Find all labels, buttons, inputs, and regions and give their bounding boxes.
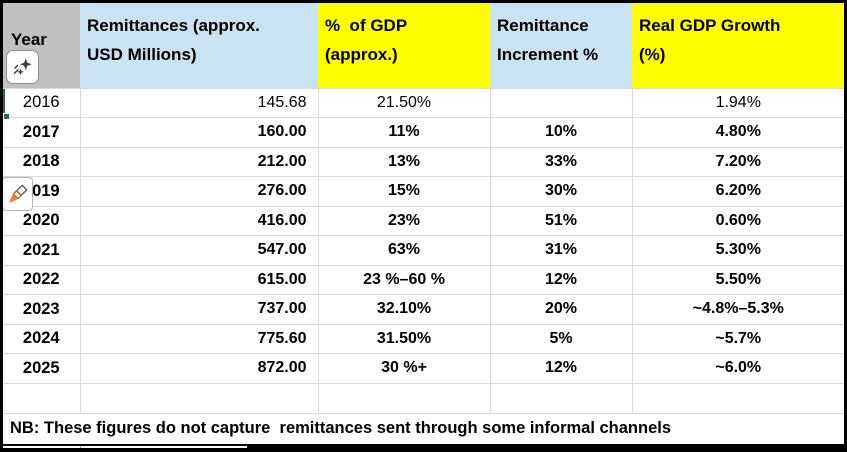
cell-gdp-pct[interactable]: 11% xyxy=(318,117,491,148)
cell-gdp-pct[interactable]: 23 %–60 % xyxy=(318,265,491,295)
header-label: Year xyxy=(11,30,47,49)
table-row: 2025 872.00 30 %+ 12% ~6.0% xyxy=(3,353,844,384)
header-line: (%) xyxy=(639,45,666,64)
cell-year[interactable]: 2020 xyxy=(3,206,81,236)
sparkles-icon xyxy=(12,56,34,78)
cell-gdp-growth[interactable]: ~5.7% xyxy=(632,324,844,354)
cell-gdp-growth[interactable]: 5.30% xyxy=(632,235,844,266)
table-row: 2023 737.00 32.10% 20% ~4.8%–5.3% xyxy=(3,294,844,325)
cell-year[interactable]: 2025 xyxy=(3,353,81,384)
table-row: 2022 615.00 23 %–60 % 12% 5.50% xyxy=(3,265,844,295)
cell-increment[interactable]: 31% xyxy=(490,235,633,266)
header-line: % of GDP xyxy=(325,16,408,35)
cell-remittances[interactable]: 775.60 xyxy=(80,324,319,354)
empty-cell[interactable] xyxy=(80,383,319,414)
column-header-increment[interactable]: Remittance Increment % xyxy=(490,3,632,89)
cell-gdp-pct[interactable]: 15% xyxy=(318,176,491,207)
format-painter-button[interactable] xyxy=(3,177,33,211)
empty-cell[interactable] xyxy=(3,383,81,414)
table-row: 2016 145.68 21.50% 1.94% xyxy=(3,88,844,118)
empty-row xyxy=(3,383,844,414)
active-cell-indicator xyxy=(3,89,5,114)
cell-increment[interactable]: 10% xyxy=(490,117,633,148)
cell-remittances[interactable]: 737.00 xyxy=(80,294,319,325)
cell-year[interactable]: 2017 xyxy=(3,117,81,148)
cell-gdp-pct[interactable]: 13% xyxy=(318,147,491,177)
cell-year[interactable]: 2023 xyxy=(3,294,81,325)
cell-gdp-growth[interactable]: 5.50% xyxy=(632,265,844,295)
cell-gdp-growth[interactable]: ~4.8%–5.3% xyxy=(632,294,844,325)
cell-increment[interactable]: 51% xyxy=(490,206,633,236)
header-row: Year Remittances (approx. USD Millions) … xyxy=(3,3,844,89)
header-line: Remittances (approx. xyxy=(87,16,260,35)
header-line: Remittance xyxy=(497,16,589,35)
cell-increment[interactable] xyxy=(490,88,633,118)
cell-remittances[interactable]: 160.00 xyxy=(80,117,319,148)
cell-gdp-pct[interactable]: 32.10% xyxy=(318,294,491,325)
table-row: 2017 160.00 11% 10% 4.80% xyxy=(3,117,844,148)
table-row: 2019 276.00 15% 30% 6.20% xyxy=(3,176,844,207)
column-header-gdp-growth[interactable]: Real GDP Growth (%) xyxy=(632,3,844,89)
cell-increment[interactable]: 5% xyxy=(490,324,633,354)
cell-gdp-pct[interactable]: 30 %+ xyxy=(318,353,491,384)
quick-analysis-button[interactable] xyxy=(6,50,39,84)
cell-remittances[interactable]: 547.00 xyxy=(80,235,319,266)
cell-gdp-pct[interactable]: 23% xyxy=(318,206,491,236)
gridline-tick xyxy=(80,446,81,448)
cell-remittances[interactable]: 615.00 xyxy=(80,265,319,295)
cell-increment[interactable]: 33% xyxy=(490,147,633,177)
cell-remittances[interactable]: 416.00 xyxy=(80,206,319,236)
cell-gdp-growth[interactable]: 4.80% xyxy=(632,117,844,148)
bottom-border-sliver xyxy=(3,446,247,448)
table-row: 2020 416.00 23% 51% 0.60% xyxy=(3,206,844,236)
column-header-remittances[interactable]: Remittances (approx. USD Millions) xyxy=(80,3,318,89)
cell-gdp-pct[interactable]: 63% xyxy=(318,235,491,266)
header-line: USD Millions) xyxy=(87,45,197,64)
table-row: 2024 775.60 31.50% 5% ~5.7% xyxy=(3,324,844,354)
cell-year[interactable]: 2016 xyxy=(3,88,81,118)
table-row: 2018 212.00 13% 33% 7.20% xyxy=(3,147,844,177)
cell-remittances[interactable]: 872.00 xyxy=(80,353,319,384)
paintbrush-icon xyxy=(7,183,29,205)
empty-cell[interactable] xyxy=(318,383,491,414)
cell-increment[interactable]: 20% xyxy=(490,294,633,325)
header-line: Increment % xyxy=(497,45,599,64)
table-bottom-border xyxy=(3,444,844,449)
remittance-table: Year Remittances (approx. USD Millions) … xyxy=(3,3,844,444)
cell-gdp-growth[interactable]: ~6.0% xyxy=(632,353,844,384)
empty-cell[interactable] xyxy=(490,383,633,414)
selection-fill-handle[interactable] xyxy=(3,113,10,120)
cell-year[interactable]: 2021 xyxy=(3,235,81,266)
cell-year[interactable]: 2018 xyxy=(3,147,81,177)
cell-increment[interactable]: 12% xyxy=(490,265,633,295)
cell-remittances[interactable]: 145.68 xyxy=(80,88,319,118)
cell-gdp-growth[interactable]: 1.94% xyxy=(632,88,844,118)
cell-gdp-pct[interactable]: 31.50% xyxy=(318,324,491,354)
header-line: Real GDP Growth xyxy=(639,16,781,35)
table-note[interactable]: NB: These figures do not capture remitta… xyxy=(10,419,672,438)
cell-increment[interactable]: 12% xyxy=(490,353,633,384)
header-line: (approx.) xyxy=(325,45,398,64)
cell-remittances[interactable]: 276.00 xyxy=(80,176,319,207)
note-row: NB: These figures do not capture remitta… xyxy=(3,413,844,444)
cell-gdp-growth[interactable]: 7.20% xyxy=(632,147,844,177)
cell-increment[interactable]: 30% xyxy=(490,176,633,207)
cell-year[interactable]: 2024 xyxy=(3,324,81,354)
cell-gdp-growth[interactable]: 0.60% xyxy=(632,206,844,236)
cell-remittances[interactable]: 212.00 xyxy=(80,147,319,177)
table-row: 2021 547.00 63% 31% 5.30% xyxy=(3,235,844,266)
cell-year[interactable]: 2022 xyxy=(3,265,81,295)
column-header-gdp-pct[interactable]: % of GDP (approx.) xyxy=(318,3,490,89)
cell-gdp-growth[interactable]: 6.20% xyxy=(632,176,844,207)
cell-gdp-pct[interactable]: 21.50% xyxy=(318,88,491,118)
empty-cell[interactable] xyxy=(632,383,844,414)
